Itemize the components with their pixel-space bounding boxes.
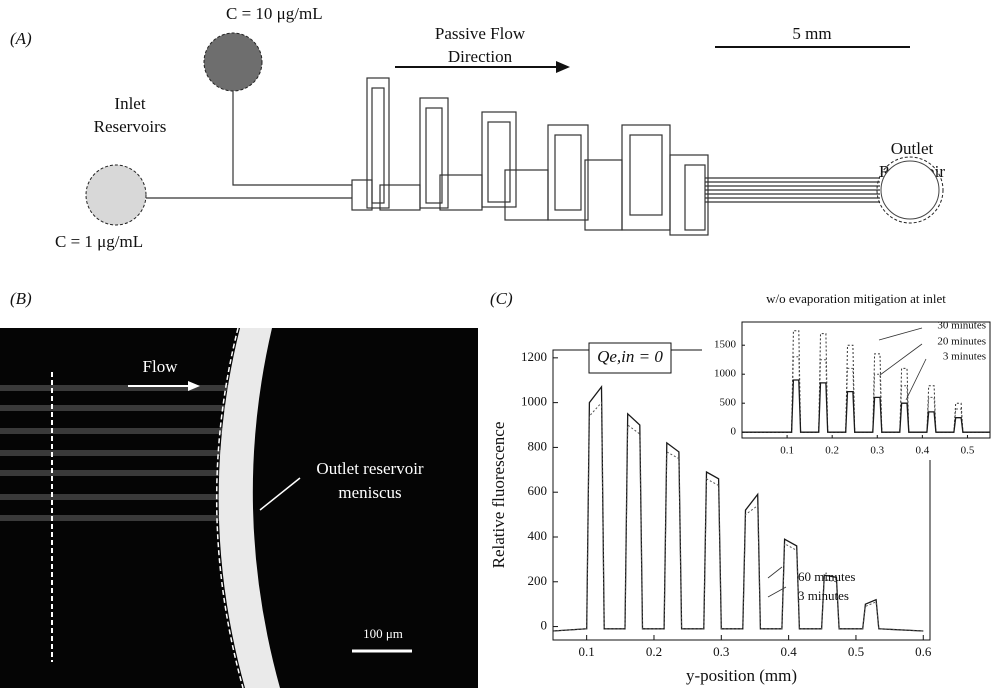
inlet-label: C = 1 μg/mL xyxy=(55,232,143,251)
inlet-reservoir xyxy=(203,32,263,92)
y-tick-label: 500 xyxy=(720,397,737,409)
y-tick-label: 1200 xyxy=(521,349,547,364)
series-label: 3 minutes xyxy=(943,351,986,363)
series-label: 20 minutes xyxy=(937,336,986,348)
series-line xyxy=(553,401,924,632)
panel-label: (B) xyxy=(10,289,32,308)
scale-label: 5 mm xyxy=(792,24,831,43)
meniscus-label: meniscus xyxy=(338,483,401,502)
x-tick-label: 0.5 xyxy=(848,644,864,659)
plot-area: 60 minutes 3 minutes xyxy=(553,385,924,632)
series-label: 60 minutes xyxy=(798,569,855,584)
leader-line xyxy=(905,358,927,401)
flow-title: Passive Flow xyxy=(435,24,526,43)
annotation-box xyxy=(588,342,672,374)
y-tick-label: 600 xyxy=(528,483,548,498)
meniscus xyxy=(218,328,280,688)
pointer xyxy=(259,477,301,511)
outlet-title: Outlet xyxy=(891,139,934,158)
y-tick-label: 800 xyxy=(528,438,548,453)
flow-title: Direction xyxy=(448,47,513,66)
series-label: 3 minutes xyxy=(798,588,849,603)
series-line xyxy=(742,379,990,433)
flow-label: Flow xyxy=(143,357,179,376)
y-tick-label: 1000 xyxy=(521,394,547,409)
y-tick-label: 200 xyxy=(528,573,548,588)
leader-line xyxy=(878,327,923,341)
x-tick-label: 0.2 xyxy=(646,644,662,659)
x-tick-label: 0.2 xyxy=(825,445,839,457)
annotation: Qe,in = 0 xyxy=(597,347,663,366)
leader-line xyxy=(879,343,923,376)
x-tick-label: 0.4 xyxy=(915,445,929,457)
y-tick-label: 400 xyxy=(528,528,548,543)
y-tick-label: 0 xyxy=(731,426,737,438)
plot-area: 30 minutes 20 minutes 3 minutes xyxy=(742,320,990,433)
meniscus-edge xyxy=(215,327,244,688)
chart: 0 500 1000 1500 0.1 0.2 0.3 0.4 0.5 30 minutes 20 … xyxy=(702,291,998,460)
x-tick-label: 0.5 xyxy=(961,445,975,457)
outlet-reservoir xyxy=(876,156,944,224)
panel-c: (C) 0 200 400 600 800 1000 1200 0.1 0.2 0.3 0.4 0.5… xyxy=(489,289,998,685)
y-axis-label: Relative fluorescence xyxy=(489,422,508,569)
y-tick-label: 1000 xyxy=(714,368,737,380)
inlet-title: Reservoirs xyxy=(94,117,167,136)
arrow-head xyxy=(556,61,570,73)
x-tick-label: 0.3 xyxy=(713,644,729,659)
meniscus-label: Outlet reservoir xyxy=(316,459,423,478)
x-tick-label: 0.1 xyxy=(579,644,595,659)
chart: 0 200 400 600 800 1000 1200 0.1 0.2 0.3 0.4 0.5 0.6 6… xyxy=(489,342,932,685)
x-axis-label: y-position (mm) xyxy=(686,666,797,685)
y-tick-label: 0 xyxy=(541,618,548,633)
inlet-reservoir xyxy=(85,164,147,226)
x-tick-label: 0.4 xyxy=(781,644,798,659)
series-label: 30 minutes xyxy=(937,320,986,332)
channel xyxy=(146,91,352,199)
arrow-head xyxy=(188,381,200,391)
inlet-title: Inlet xyxy=(114,94,145,113)
inset-title: w/o evaporation mitigation at inlet xyxy=(766,291,946,306)
inset-background xyxy=(702,292,998,460)
stripes xyxy=(0,385,232,521)
panel-a: (A) C = 10 μg/mL Inlet Reservoirs C = 1 … xyxy=(10,4,945,251)
x-tick-label: 0.6 xyxy=(915,644,932,659)
panel-label: (C) xyxy=(490,289,513,308)
panel-label: (A) xyxy=(10,29,32,48)
y-tick-label: 1500 xyxy=(714,339,737,351)
x-tick-label: 0.1 xyxy=(780,445,794,457)
x-tick-label: 0.3 xyxy=(870,445,884,457)
leader-line xyxy=(767,586,787,598)
axes-frame xyxy=(741,321,991,439)
inlet-label: C = 10 μg/mL xyxy=(226,4,323,23)
outlet-reservoir xyxy=(880,160,940,220)
leader-line xyxy=(767,566,783,579)
scale-label: 100 μm xyxy=(363,626,403,641)
panel-b: (B) Flow Outlet reservoir meniscus 100 μ… xyxy=(0,289,478,688)
mixer xyxy=(351,77,880,236)
